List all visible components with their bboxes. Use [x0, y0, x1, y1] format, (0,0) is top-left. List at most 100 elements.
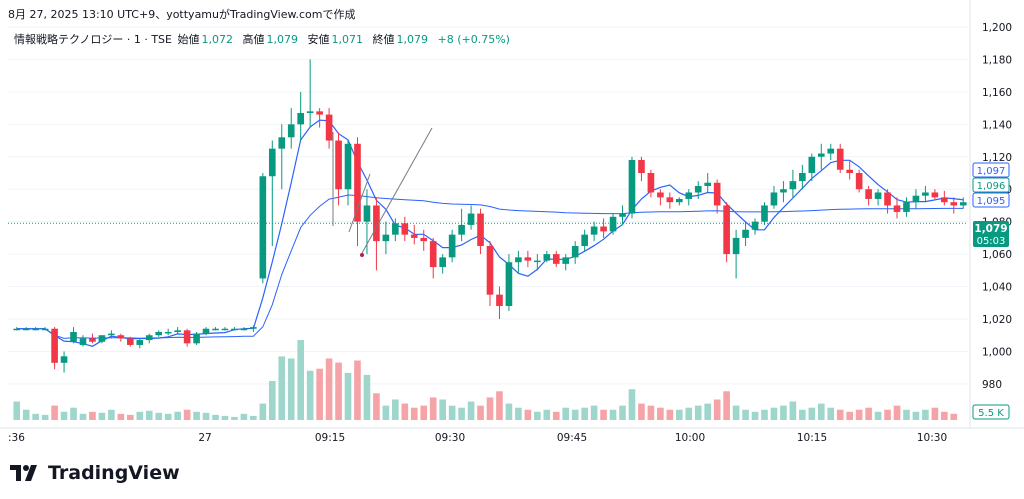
candle-body[interactable] [761, 205, 768, 222]
candle-body[interactable] [13, 328, 21, 331]
candle-body[interactable] [392, 223, 399, 235]
candle-body[interactable] [562, 257, 570, 264]
candle-body[interactable] [723, 205, 730, 255]
symbol-name[interactable]: 情報戦略テクノロジー · 1 · TSE [14, 33, 172, 46]
candle-body[interactable] [420, 237, 428, 242]
candle-body[interactable] [950, 202, 958, 206]
candle-body[interactable] [41, 328, 49, 331]
candle-body[interactable] [325, 114, 333, 141]
candle-body[interactable] [534, 260, 541, 263]
candle-body[interactable] [713, 182, 721, 206]
candle-body[interactable] [808, 156, 816, 173]
candle-body[interactable] [401, 223, 409, 235]
candle-body[interactable] [278, 137, 286, 149]
candle-body[interactable] [675, 198, 683, 203]
candle-body[interactable] [231, 328, 238, 331]
candle-body[interactable] [164, 331, 172, 334]
candle-body[interactable] [874, 192, 882, 199]
candle-body[interactable] [742, 229, 749, 238]
candle-body[interactable] [429, 241, 437, 268]
candle-body[interactable] [581, 234, 588, 246]
candle-body[interactable] [496, 294, 503, 307]
tradingview-logo[interactable]: TradingView [10, 462, 180, 484]
candle-body[interactable] [846, 169, 853, 173]
candle-body[interactable] [685, 192, 693, 199]
candle-body[interactable] [600, 226, 607, 232]
candle-body[interactable] [893, 205, 901, 212]
candle-body[interactable] [647, 173, 655, 193]
candle-body[interactable] [79, 338, 87, 345]
candle-body[interactable] [127, 338, 134, 345]
candle-body[interactable] [912, 195, 920, 203]
candle-body[interactable] [89, 338, 96, 342]
candle-body[interactable] [732, 237, 740, 255]
candle-body[interactable] [458, 224, 465, 235]
candle-body[interactable] [221, 328, 229, 331]
candle-body[interactable] [836, 148, 844, 170]
candle-body[interactable] [751, 221, 759, 230]
candle-body[interactable] [108, 333, 115, 336]
candle-body[interactable] [628, 160, 636, 214]
candle-body[interactable] [959, 202, 967, 206]
candle-body[interactable] [704, 182, 712, 186]
candle-body[interactable] [202, 328, 210, 334]
candle-body[interactable] [136, 340, 144, 345]
candle-body[interactable] [363, 205, 371, 222]
candle-body[interactable] [174, 330, 181, 332]
candle-body[interactable] [799, 173, 806, 182]
candle-body[interactable] [477, 213, 484, 246]
candle-body[interactable] [884, 192, 891, 206]
candle-body[interactable] [297, 112, 305, 125]
candle-body[interactable] [770, 192, 778, 206]
candle-body[interactable] [98, 335, 106, 342]
candle-body[interactable] [827, 148, 835, 154]
candle-body[interactable] [70, 331, 77, 342]
candle-body[interactable] [552, 254, 560, 264]
candle-body[interactable] [354, 143, 361, 222]
candle-body[interactable] [448, 234, 456, 258]
candle-body[interactable] [155, 331, 163, 336]
candle-body[interactable] [855, 173, 863, 190]
candle-body[interactable] [51, 328, 58, 363]
candle-body[interactable] [268, 148, 276, 177]
candle-body[interactable] [941, 197, 948, 203]
candle-body[interactable] [694, 185, 702, 193]
candle-body[interactable] [865, 189, 872, 199]
candle-body[interactable] [439, 257, 446, 268]
candle-body[interactable] [467, 213, 475, 225]
candle-body[interactable] [780, 189, 787, 193]
candle-body[interactable] [212, 328, 219, 331]
candle-body[interactable] [117, 335, 125, 339]
candle-body[interactable] [789, 181, 797, 190]
candle-body[interactable] [32, 328, 39, 331]
candle-body[interactable] [382, 234, 390, 242]
candle-body[interactable] [524, 257, 532, 261]
candle-body[interactable] [193, 333, 200, 344]
candle-body[interactable] [903, 202, 910, 212]
candle-body[interactable] [817, 153, 825, 157]
candle-body[interactable] [316, 111, 323, 115]
candle-body[interactable] [666, 197, 674, 203]
candle-body[interactable] [638, 160, 645, 173]
candle-body[interactable] [619, 213, 626, 217]
candle-body[interactable] [60, 356, 68, 363]
candle-body[interactable] [373, 205, 380, 242]
candle-body[interactable] [657, 192, 664, 198]
candle-body[interactable] [922, 192, 929, 196]
candle-body[interactable] [250, 327, 257, 329]
candle-body[interactable] [306, 111, 314, 113]
candle-body[interactable] [344, 143, 352, 190]
candle-body[interactable] [259, 176, 267, 279]
candle-body[interactable] [335, 140, 342, 190]
candle-body[interactable] [486, 246, 494, 295]
candlestick-chart[interactable]: 1,2001,1801,1601,1401,1201,1001,0801,060… [0, 0, 1024, 450]
candle-body[interactable] [287, 124, 295, 138]
candle-body[interactable] [410, 234, 418, 238]
candle-body[interactable] [183, 330, 191, 344]
candle-body[interactable] [543, 254, 551, 261]
candle-body[interactable] [240, 328, 248, 331]
candle-body[interactable] [145, 335, 153, 341]
candle-body[interactable] [590, 226, 598, 235]
candle-body[interactable] [571, 246, 579, 258]
candle-body[interactable] [515, 257, 522, 263]
